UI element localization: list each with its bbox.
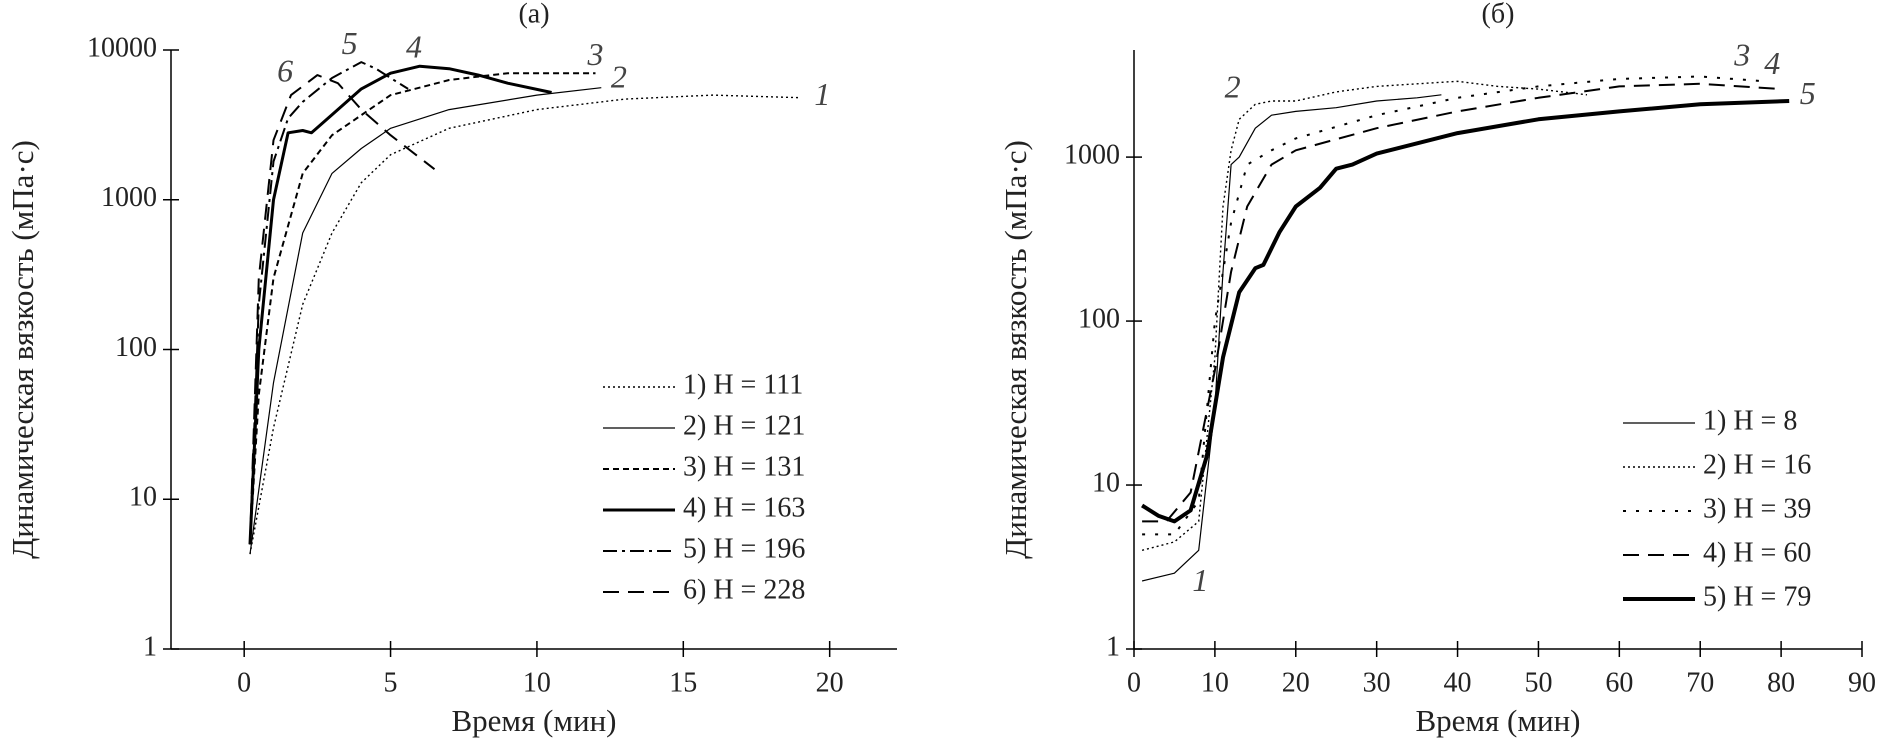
legend-label: 2) H = 121 (683, 410, 805, 441)
y-tick-label: 1000 (101, 182, 157, 213)
series-line (249, 72, 596, 545)
curve-label: 4 (406, 28, 422, 64)
legend-label: 3) H = 39 (1703, 493, 1811, 524)
x-tick-label: 90 (1848, 667, 1876, 698)
series-line (1141, 99, 1790, 524)
x-tick-label: 20 (816, 667, 844, 698)
series-line (1142, 75, 1765, 536)
curve-label: 6 (277, 52, 293, 88)
series-line (1141, 94, 1442, 582)
x-tick-label: 70 (1686, 667, 1714, 698)
x-tick-label: 10 (523, 667, 551, 698)
legend-label: 2) H = 16 (1703, 449, 1811, 480)
curve-label: 5 (1800, 75, 1816, 111)
x-tick-label: 0 (237, 667, 251, 698)
x-tick-label: 10 (1201, 667, 1229, 698)
curve-label: 1 (814, 76, 830, 112)
series-line (249, 61, 409, 545)
x-tick-label: 5 (384, 667, 398, 698)
legend-label: 4) H = 60 (1703, 537, 1811, 568)
series-line (1142, 82, 1782, 523)
legend-label: 4) H = 163 (683, 492, 805, 523)
x-tick-label: 60 (1605, 667, 1633, 698)
curve-label: 3 (586, 36, 603, 72)
legend-label: 1) H = 111 (683, 369, 803, 400)
curve-label: 5 (342, 25, 358, 61)
y-tick-label: 1 (143, 631, 157, 662)
x-tick-label: 50 (1524, 667, 1552, 698)
series-line (249, 74, 436, 545)
chart-title: (а) (518, 0, 549, 29)
curve-label: 1 (1192, 562, 1208, 598)
legend-label: 5) H = 79 (1703, 581, 1811, 612)
x-tick-label: 20 (1282, 667, 1310, 698)
curve-label: 4 (1764, 45, 1780, 81)
y-tick-label: 10000 (87, 32, 157, 63)
x-axis-label: Время (мин) (1415, 703, 1580, 738)
y-axis-label: Динамическая вязкость (мПа·с) (998, 140, 1033, 559)
x-tick-label: 0 (1127, 667, 1141, 698)
y-tick-label: 100 (115, 332, 157, 363)
x-axis-label: Время (мин) (451, 703, 616, 738)
y-tick-label: 1000 (1064, 140, 1120, 171)
curve-label: 2 (611, 58, 627, 94)
y-tick-label: 10 (129, 482, 157, 513)
chart-title: (б) (1482, 0, 1515, 29)
series-line (1141, 80, 1588, 551)
x-tick-label: 80 (1767, 667, 1795, 698)
y-axis-label: Динамическая вязкость (мПа·с) (5, 140, 40, 559)
legend-label: 3) H = 131 (683, 451, 805, 482)
curve-label: 3 (1733, 37, 1750, 73)
series-line (249, 87, 602, 555)
legend-label: 1) H = 8 (1703, 405, 1797, 436)
y-tick-label: 1 (1106, 631, 1120, 662)
legend-label: 5) H = 196 (683, 533, 805, 564)
curve-label: 2 (1225, 69, 1241, 105)
series-line (248, 64, 552, 545)
x-tick-label: 30 (1363, 667, 1391, 698)
y-tick-label: 100 (1078, 303, 1120, 334)
x-tick-label: 15 (669, 667, 697, 698)
legend-label: 6) H = 228 (683, 574, 805, 605)
y-tick-label: 10 (1092, 467, 1120, 498)
x-tick-label: 40 (1444, 667, 1472, 698)
series-line (249, 94, 801, 555)
